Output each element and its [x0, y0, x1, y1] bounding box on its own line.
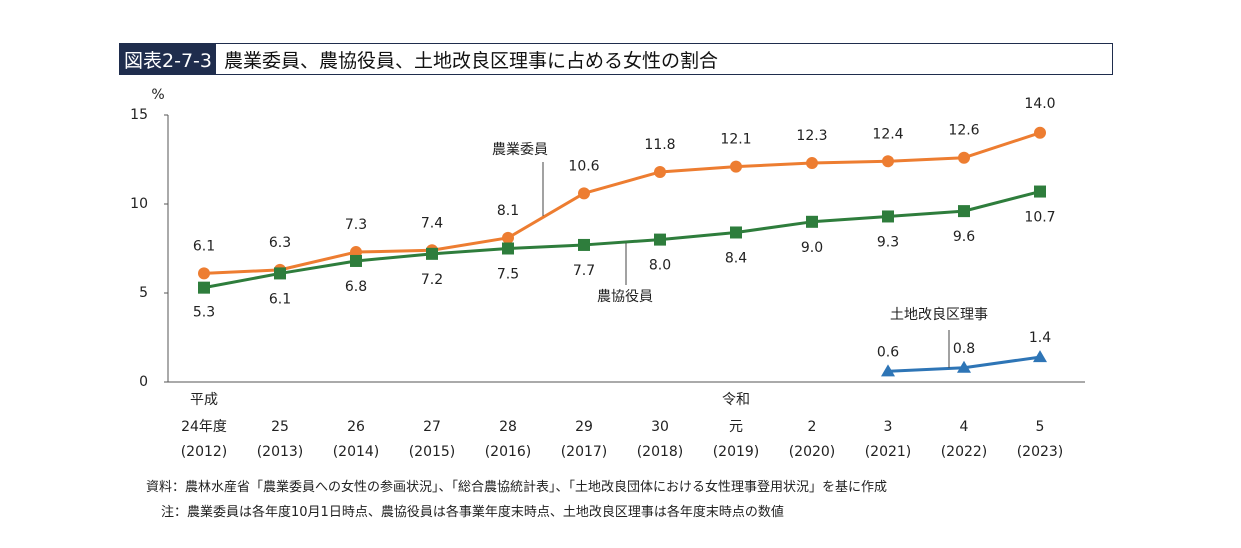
x-tick-label: 2: [808, 419, 817, 435]
y-tick-label: 0: [139, 374, 148, 390]
data-label: 14.0: [1024, 96, 1055, 112]
y-tick-label: 10: [130, 196, 148, 212]
data-point: [198, 267, 210, 280]
series-line: [203, 131, 1041, 275]
data-label: 6.1: [269, 291, 291, 307]
x-tick-label: 元: [729, 419, 743, 435]
data-label: 10.6: [568, 158, 599, 174]
data-label: 0.6: [877, 344, 899, 360]
x-tick-year: (2023): [1017, 444, 1064, 460]
data-point: [274, 267, 286, 280]
y-tick-label: 5: [139, 285, 148, 301]
data-label: 9.3: [877, 234, 899, 250]
y-axis-unit: %: [151, 87, 164, 103]
x-tick-label: 3: [884, 419, 893, 435]
x-tick-year: (2016): [485, 444, 532, 460]
x-tick-year: (2018): [637, 444, 684, 460]
x-tick-label: 29: [575, 419, 593, 435]
x-tick-year: (2017): [561, 444, 608, 460]
data-point: [958, 205, 970, 218]
series-label: 土地改良区理事: [890, 307, 988, 323]
x-tick-year: (2013): [257, 444, 304, 460]
data-label: 8.0: [649, 258, 671, 274]
x-era-label: 平成: [190, 392, 218, 408]
data-point: [882, 210, 894, 223]
data-label: 12.6: [948, 123, 979, 139]
data-label: 6.8: [345, 279, 367, 295]
data-label: 9.6: [953, 229, 975, 245]
data-label: 12.3: [796, 128, 827, 144]
x-tick-year: (2021): [865, 444, 912, 460]
data-point: [730, 226, 742, 239]
series-label: 農協役員: [597, 289, 653, 305]
x-tick-label: 30: [651, 419, 669, 435]
data-point: [350, 254, 362, 267]
data-label: 9.0: [801, 240, 823, 256]
data-point: [502, 231, 514, 244]
x-tick-year: (2014): [333, 444, 380, 460]
x-tick-label: 27: [423, 419, 441, 435]
x-tick-year: (2019): [713, 444, 760, 460]
data-label: 6.3: [269, 235, 291, 251]
figure-title: 農業委員、農協役員、土地改良区理事に占める女性の割合: [223, 49, 718, 72]
data-point: [502, 242, 514, 255]
data-label: 12.4: [872, 126, 903, 142]
series-label: 農業委員: [492, 142, 548, 158]
x-era-label: 令和: [722, 392, 750, 408]
x-tick-year: (2012): [181, 444, 228, 460]
data-point: [578, 187, 590, 200]
data-label: 10.7: [1024, 210, 1055, 226]
data-point: [806, 215, 818, 228]
source-note: 資料：農林水産省「農業委員への女性の参画状況」、「総合農協統計表」、「土地改良団…: [146, 480, 888, 495]
data-point: [578, 238, 590, 251]
data-label: 11.8: [644, 137, 675, 153]
data-label: 12.1: [720, 132, 751, 148]
x-tick-label: 5: [1036, 419, 1045, 435]
data-label: 7.4: [421, 215, 443, 231]
data-label: 8.1: [497, 203, 519, 219]
data-label: 7.2: [421, 272, 443, 288]
data-label: 7.5: [497, 267, 519, 283]
data-point: [882, 155, 894, 168]
x-tick-year: (2022): [941, 444, 988, 460]
data-label: 0.8: [953, 341, 975, 357]
data-label: 5.3: [193, 305, 215, 321]
x-tick-label: 24年度: [181, 419, 227, 435]
series-line: [203, 190, 1041, 290]
data-point: [881, 364, 895, 377]
y-tick-label: 15: [130, 107, 148, 123]
data-point: [654, 233, 666, 246]
data-label: 6.1: [193, 238, 215, 254]
x-tick-label: 28: [499, 419, 517, 435]
x-tick-label: 4: [960, 419, 969, 435]
x-tick-year: (2015): [409, 444, 456, 460]
x-tick-label: 25: [271, 419, 289, 435]
data-label: 8.4: [725, 250, 747, 266]
x-tick-year: (2020): [789, 444, 836, 460]
data-point: [1033, 350, 1047, 363]
data-point: [957, 360, 971, 373]
data-label: 7.7: [573, 263, 595, 279]
data-point: [198, 281, 210, 294]
data-point: [958, 151, 970, 164]
figure-number: 図表2-7-3: [120, 44, 216, 74]
x-tick-label: 26: [347, 419, 365, 435]
footnote: 注：農業委員は各年度10月1日時点、農協役員は各事業年度末時点、土地改良区理事は…: [161, 505, 784, 520]
data-point: [426, 247, 438, 260]
figure-title-box: 図表2-7-3 農業委員、農協役員、土地改良区理事に占める女性の割合: [119, 43, 1113, 75]
data-label: 1.4: [1029, 330, 1051, 346]
data-point: [730, 160, 742, 173]
data-point: [654, 165, 666, 178]
data-point: [1034, 126, 1046, 139]
data-label: 7.3: [345, 217, 367, 233]
line-chart: 051015%24年度(2012)25(2013)26(2014)27(2015…: [130, 87, 1085, 460]
data-point: [1034, 185, 1046, 198]
data-point: [806, 157, 818, 170]
